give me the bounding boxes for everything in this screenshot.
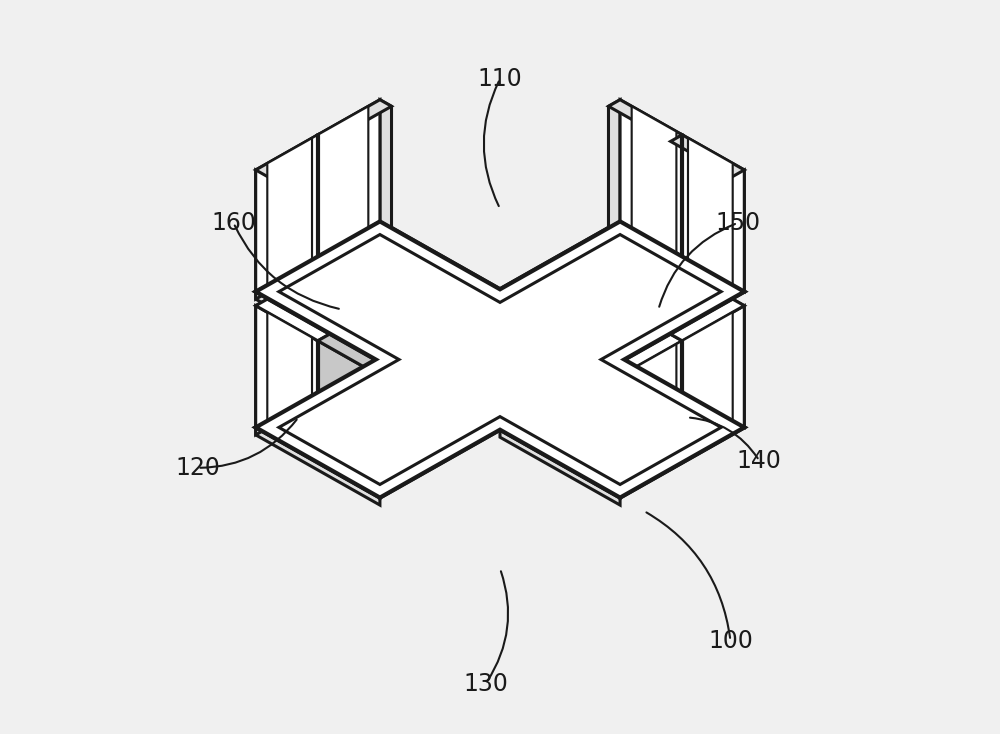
Polygon shape bbox=[267, 131, 324, 285]
Text: 160: 160 bbox=[211, 211, 256, 235]
Polygon shape bbox=[256, 427, 380, 505]
Polygon shape bbox=[256, 222, 744, 498]
Text: 120: 120 bbox=[175, 456, 220, 480]
Polygon shape bbox=[620, 100, 682, 257]
Text: 130: 130 bbox=[463, 672, 508, 696]
Polygon shape bbox=[676, 312, 733, 466]
Polygon shape bbox=[733, 299, 744, 427]
Polygon shape bbox=[256, 305, 318, 462]
Polygon shape bbox=[688, 138, 733, 285]
Polygon shape bbox=[632, 106, 676, 253]
Polygon shape bbox=[312, 106, 368, 260]
Polygon shape bbox=[267, 312, 312, 459]
Polygon shape bbox=[256, 170, 267, 298]
Polygon shape bbox=[318, 341, 380, 498]
Polygon shape bbox=[608, 100, 620, 228]
Polygon shape bbox=[682, 135, 744, 291]
Polygon shape bbox=[671, 135, 744, 176]
Polygon shape bbox=[500, 222, 620, 297]
Polygon shape bbox=[608, 100, 682, 142]
Polygon shape bbox=[318, 100, 380, 257]
Polygon shape bbox=[380, 100, 392, 228]
Polygon shape bbox=[256, 299, 267, 427]
Polygon shape bbox=[256, 291, 376, 367]
Polygon shape bbox=[256, 299, 329, 341]
Polygon shape bbox=[256, 360, 376, 435]
Polygon shape bbox=[256, 222, 380, 299]
Text: 100: 100 bbox=[708, 628, 753, 653]
Polygon shape bbox=[682, 305, 744, 462]
Polygon shape bbox=[256, 135, 318, 291]
Text: 150: 150 bbox=[715, 211, 760, 235]
Polygon shape bbox=[620, 341, 682, 498]
Polygon shape bbox=[256, 222, 744, 498]
Text: 140: 140 bbox=[737, 448, 782, 473]
Polygon shape bbox=[380, 369, 392, 498]
Polygon shape bbox=[608, 334, 682, 376]
Polygon shape bbox=[500, 429, 620, 505]
Polygon shape bbox=[318, 100, 392, 142]
Polygon shape bbox=[733, 170, 744, 298]
Polygon shape bbox=[279, 235, 721, 484]
Polygon shape bbox=[279, 235, 721, 484]
Polygon shape bbox=[608, 369, 620, 498]
Polygon shape bbox=[318, 334, 392, 376]
Polygon shape bbox=[671, 299, 744, 341]
Polygon shape bbox=[256, 135, 329, 176]
Text: 110: 110 bbox=[478, 67, 522, 91]
Polygon shape bbox=[632, 338, 688, 491]
